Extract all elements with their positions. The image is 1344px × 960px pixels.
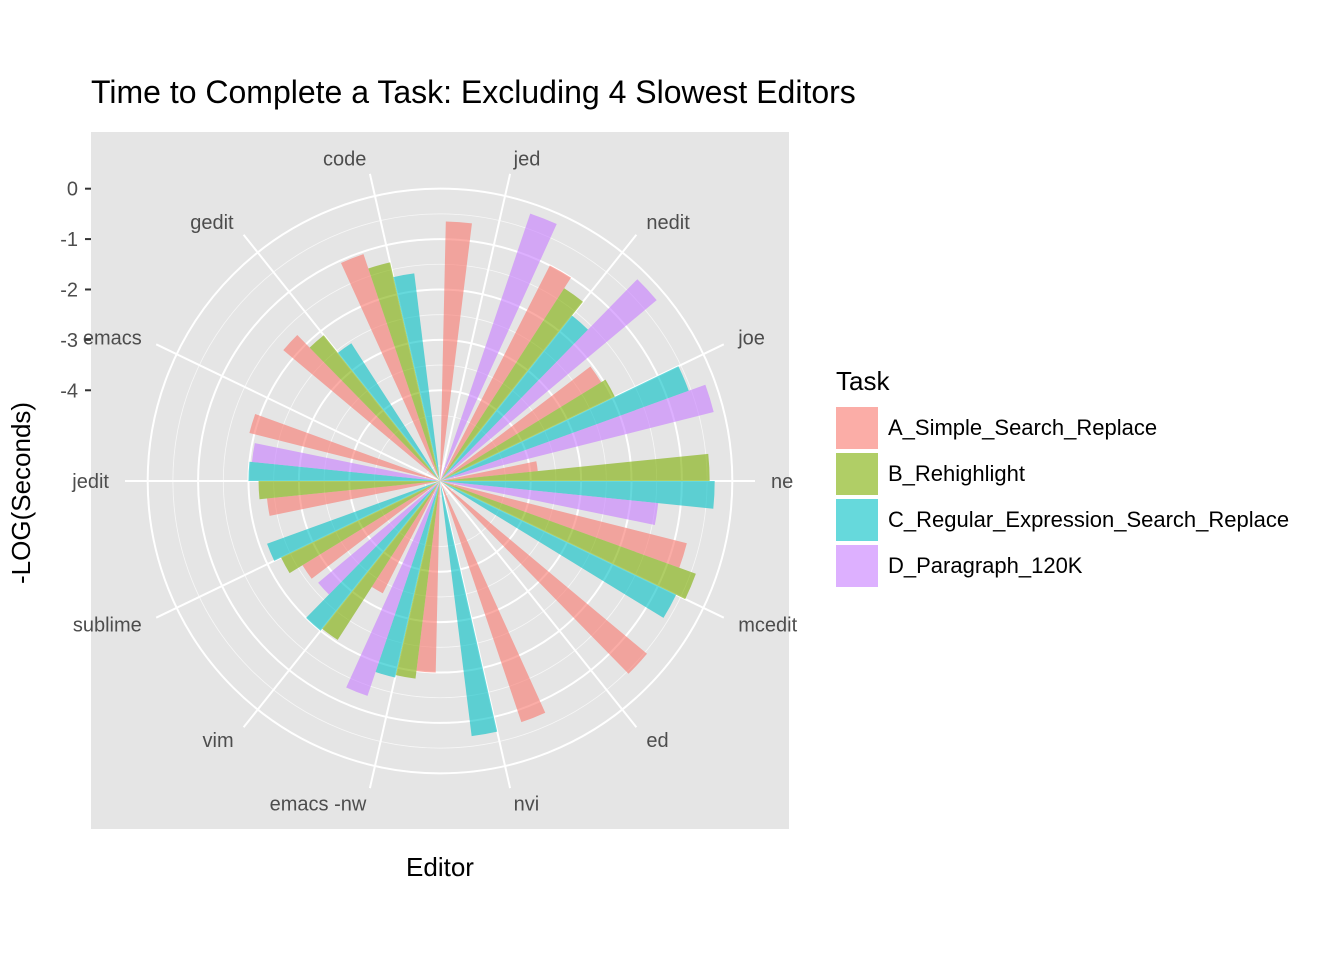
bar-gedit-c: [337, 343, 440, 481]
y-tick-label-4: -4: [60, 380, 78, 402]
bar-emacs--nw-a: [416, 481, 440, 673]
bar-mcedit-c: [440, 481, 677, 618]
bar-vim-a: [371, 481, 440, 594]
category-label-emacs: emacs: [83, 327, 142, 349]
category-label-ed: ed: [646, 730, 668, 752]
bar-code-c: [393, 273, 440, 481]
category-label-ne: ne: [771, 471, 793, 493]
category-label-nedit: nedit: [646, 212, 690, 234]
category-label-jedit: jedit: [71, 471, 109, 493]
bar-gedit-a: [283, 335, 440, 481]
y-tick-label-0: 0: [67, 179, 78, 201]
legend-item-b: B_Rehighlight: [836, 451, 1289, 497]
category-label-vim: vim: [203, 730, 234, 752]
bar-ne-d: [440, 481, 659, 525]
x-axis-label: Editor: [406, 852, 474, 882]
legend-item-d: D_Paragraph_120K: [836, 543, 1289, 589]
category-label-emacs--nw: emacs -nw: [270, 794, 367, 816]
bar-vim-c: [306, 481, 440, 631]
bar-ne-a: [440, 461, 538, 481]
y-tick-label-2: -2: [60, 279, 78, 301]
bar-emacs-a: [249, 414, 440, 481]
bar-jedit-d: [251, 443, 440, 481]
legend-label-c: C_Regular_Expression_Search_Replace: [888, 507, 1290, 532]
bar-vim-d: [318, 481, 440, 595]
bar-nedit-b: [440, 288, 583, 481]
bar-code-b: [368, 262, 440, 481]
chart-title: Time to Complete a Task: Excluding 4 Slo…: [91, 74, 856, 110]
bar-nedit-d: [440, 279, 657, 481]
category-label-code: code: [323, 148, 366, 170]
legend-label-d: D_Paragraph_120K: [888, 553, 1083, 578]
legend-label-b: B_Rehighlight: [888, 461, 1025, 486]
grid-spoke-emacs: [155, 343, 441, 482]
legend-key-c: [836, 499, 878, 541]
bar-jedit-b: [258, 481, 440, 500]
bar-emacs--nw-b: [395, 481, 440, 679]
category-label-mcedit: mcedit: [738, 615, 797, 637]
bar-nvi-a: [440, 481, 546, 723]
bar-jed-d: [440, 213, 557, 481]
legend-key-d: [836, 545, 878, 587]
bar-ne-c: [440, 481, 715, 509]
category-label-jed: jed: [513, 148, 541, 170]
bar-nvi-c: [440, 481, 498, 737]
category-label-nvi: nvi: [514, 794, 540, 816]
bar-joe-c: [440, 366, 689, 481]
grid-spoke-jed: [439, 173, 512, 482]
bar-vim-b: [322, 481, 440, 640]
legend-item-c: C_Regular_Expression_Search_Replace: [836, 497, 1289, 543]
grid-spoke-ed: [439, 480, 638, 728]
bar-mcedit-a: [440, 481, 687, 568]
bar-emacs--nw-c: [375, 481, 440, 678]
category-label-joe: joe: [737, 327, 765, 349]
bar-nedit-a: [440, 265, 571, 481]
bar-joe-d: [440, 384, 714, 481]
legend: Task A_Simple_Search_Replace B_Rehighlig…: [836, 366, 1289, 589]
bar-jedit-c: [248, 461, 440, 481]
bar-nedit-c: [440, 315, 588, 481]
y-tick-label-1: -1: [60, 229, 78, 251]
bar-sublime-a: [302, 481, 440, 579]
bar-joe-b: [440, 379, 615, 481]
legend-item-a: A_Simple_Search_Replace: [836, 405, 1289, 451]
bar-ed-a: [440, 481, 647, 674]
bar-mcedit-b: [440, 481, 696, 600]
y-tick-label-3: -3: [60, 330, 78, 352]
bar-jedit-a: [267, 481, 440, 516]
legend-key-a: [836, 407, 878, 449]
category-label-sublime: sublime: [73, 615, 142, 637]
legend-label-a: A_Simple_Search_Replace: [888, 415, 1158, 440]
bar-gedit-b: [309, 335, 440, 481]
bar-sublime-b: [281, 481, 440, 574]
bar-ne-b: [440, 453, 710, 481]
legend-key-b: [836, 453, 878, 495]
bar-code-a: [340, 254, 440, 481]
legend-title: Task: [836, 366, 890, 396]
bar-emacs--nw-d: [346, 481, 440, 696]
category-label-gedit: gedit: [190, 212, 234, 234]
bar-joe-a: [440, 366, 602, 481]
bar-jed-a: [440, 221, 472, 481]
bar-sublime-c: [267, 481, 440, 561]
